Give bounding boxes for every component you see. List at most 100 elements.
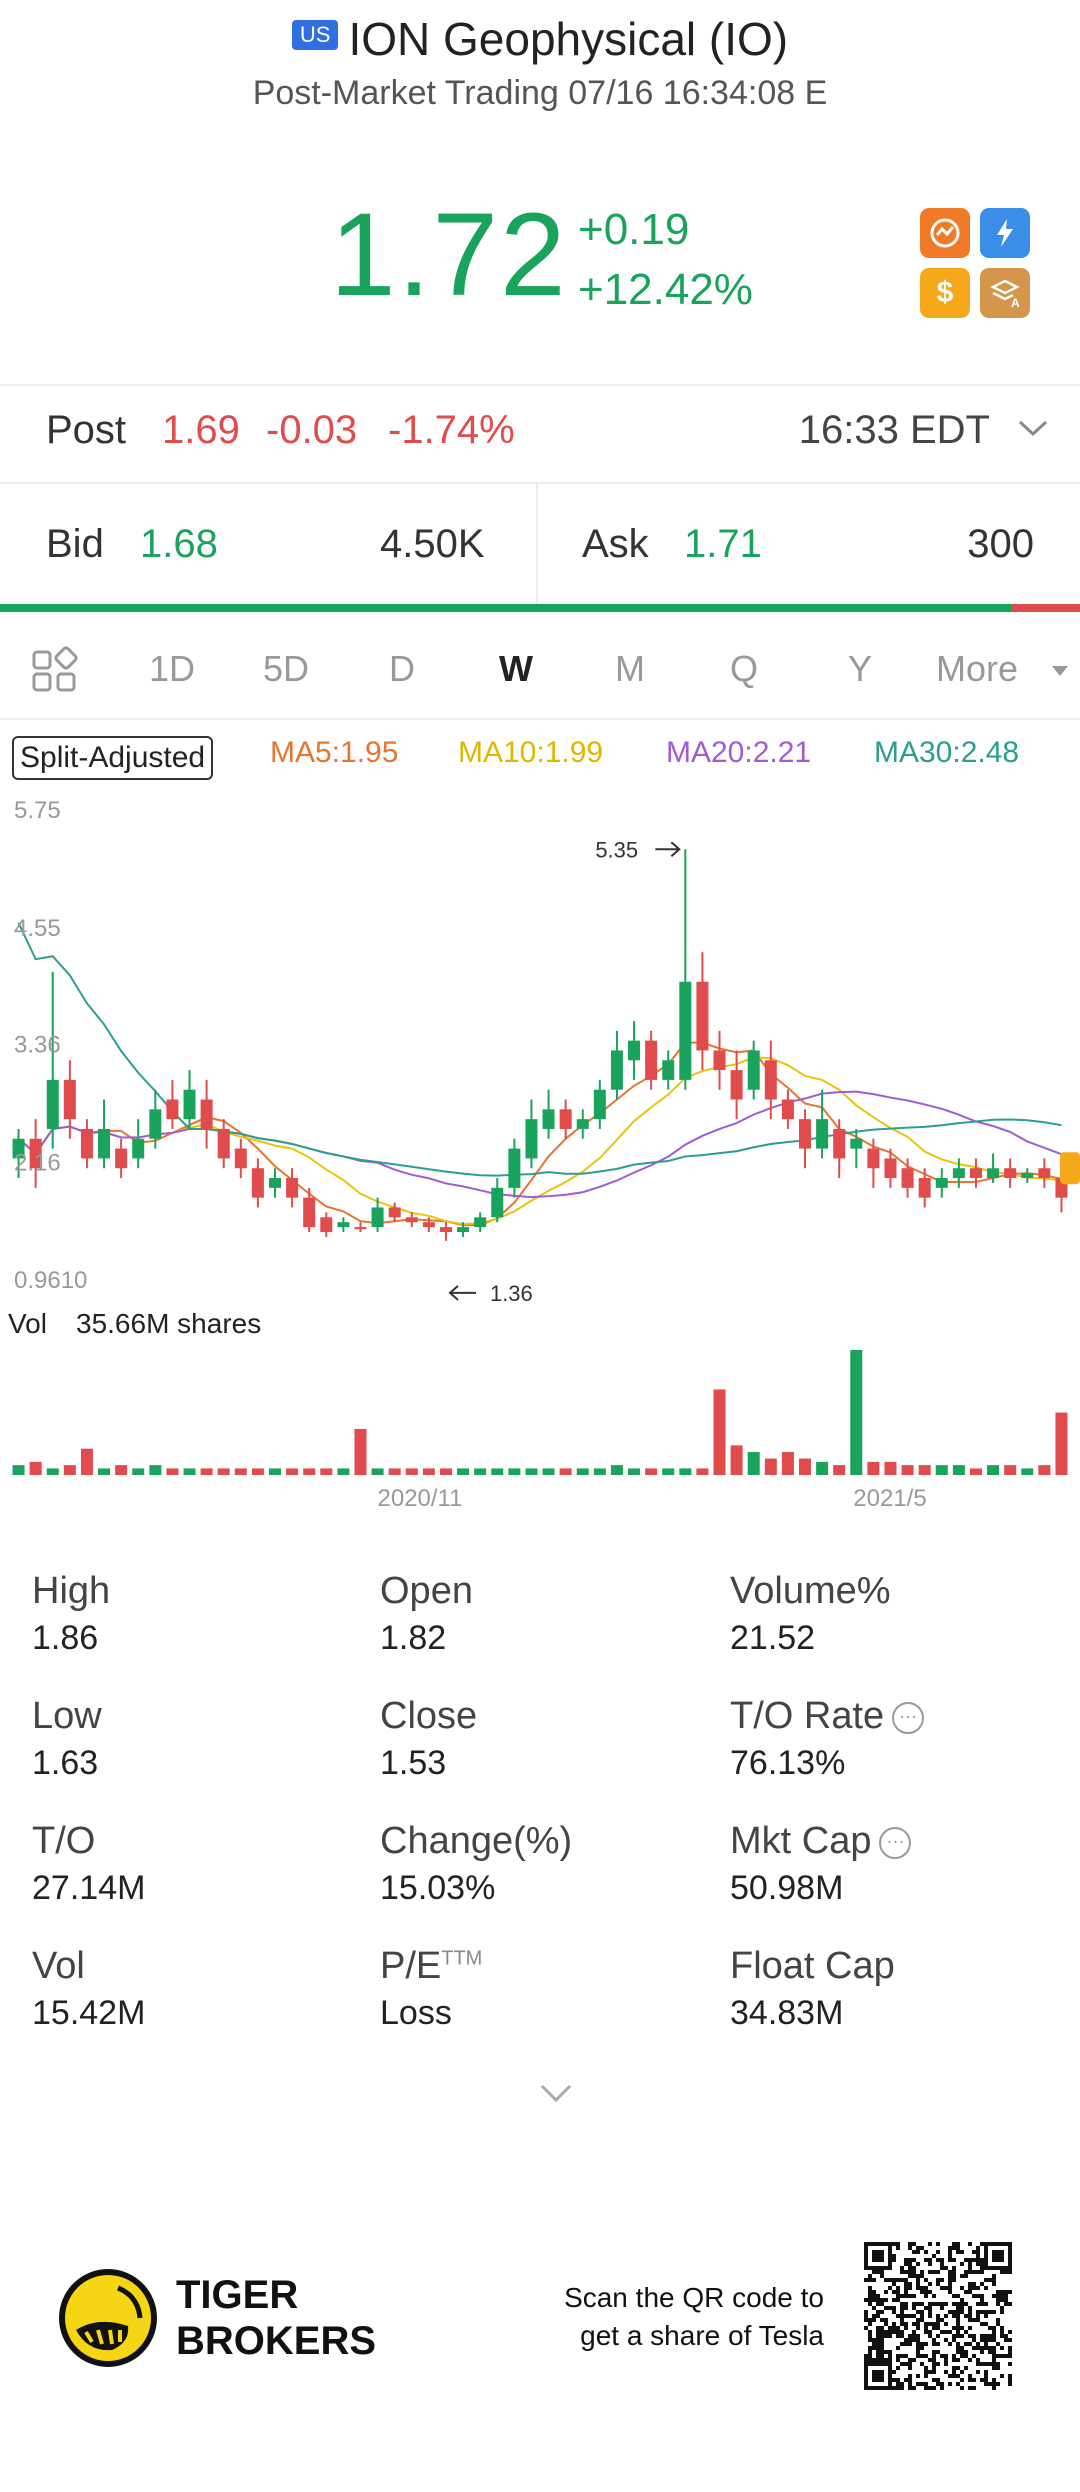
stat-mkt-cap: Mkt Cap ··· 50.98M [730,1820,912,1908]
stat-change-: Change(%) 15.03% [380,1820,572,1908]
stat-open: Open 1.82 [380,1570,473,1658]
y-tick-label: 0.9610 [14,1267,87,1294]
volume-bar [730,1445,743,1475]
x-tick-label: 2020/11 [378,1485,463,1510]
volume-bar [63,1465,76,1475]
stat-p-e: P/ETTM Loss [380,1945,482,2033]
hot-stock-icon[interactable] [920,208,970,258]
candle-body [1038,1168,1051,1179]
tab-w[interactable]: W [499,648,533,689]
low-marker-label: 1.36 [490,1281,533,1306]
candle-body [610,1050,623,1090]
volume-bar [80,1448,93,1475]
qr-text-line2: get a share of Tesla [580,2320,824,2351]
stat-value: 21.52 [730,1619,816,1657]
stat-value: 15.42M [32,1994,146,2032]
tab-more[interactable]: More [935,648,1019,689]
last-price: 1.72 [330,189,568,321]
stat-label: Float Cap [730,1945,895,1987]
high-marker-label: 5.35 [595,837,638,862]
candle-body [269,1178,281,1188]
candlestick-chart[interactable]: 5.75 4.55 3.36 2.16 0.9610 5.35 1.36 2020/11 2… [0,790,1080,1510]
candle-body [696,981,709,1051]
split-adjusted-button[interactable]: Split-Adjusted [12,736,214,780]
volume-bar [747,1451,760,1475]
tab-1d[interactable]: 1D [148,648,196,689]
candle-body [491,1187,504,1218]
candle-body [337,1222,350,1228]
tab-5d[interactable]: 5D [262,648,310,689]
volume-bar [593,1468,606,1475]
stat-label: Change(%) [380,1820,573,1862]
low-marker-arrow [448,1285,476,1301]
volume-bar [645,1468,658,1475]
volume-bar [833,1465,846,1475]
candle-body [525,1119,538,1159]
candle-body [98,1128,111,1159]
volume-bar [388,1468,401,1475]
volume-bar [935,1465,948,1475]
stat-t-o-rate: T/O Rate ··· 76.13% [730,1695,925,1783]
stat-label: Volume% [730,1570,891,1612]
volume-bar [781,1451,794,1475]
stat-value: 1.82 [380,1619,447,1657]
ask-size: 300 [967,522,1034,566]
stat-close: Close 1.53 [380,1695,477,1783]
expand-chevron-icon[interactable] [536,2080,576,2111]
layers-a-icon[interactable]: A [980,268,1030,318]
tiger-logo [58,2268,158,2373]
candle-body [816,1119,829,1149]
level1-lightning-icon[interactable] [980,208,1030,258]
brand-line1: TIGER [176,2273,299,2317]
post-time: 16:33 EDT [798,408,990,452]
candle-body [166,1099,179,1120]
chevron-down-icon[interactable] [1016,416,1050,445]
candle-body [969,1168,982,1179]
stat-low: Low 1.63 [32,1695,102,1783]
y-tick-label: 5.75 [14,797,61,824]
candle-body [713,1050,726,1071]
volume-bar [799,1458,811,1475]
tab-y[interactable]: Y [847,648,872,689]
volume-bar [457,1468,470,1475]
volume-bar [98,1468,111,1475]
candle-body [833,1128,846,1159]
candle-body [730,1070,743,1100]
candle-body [679,981,692,1080]
tab-q[interactable]: Q [729,648,758,689]
stat-value: 1.86 [32,1619,99,1657]
info-icon[interactable]: ··· [879,1826,912,1859]
price-change-percent: +12.42% [578,265,753,314]
candle-body [132,1138,145,1159]
tab-m[interactable]: M [615,648,645,689]
stat-label: Close [380,1695,478,1737]
bid-price: 1.68 [140,522,218,566]
info-icon[interactable]: ··· [892,1701,925,1734]
stat-label: Low [32,1695,102,1737]
candle-body [388,1207,401,1218]
stats-grid: High 1.86 Open 1.82 Volume% 21.52 Low 1.63 Close… [0,1570,1080,2050]
candle-body [559,1109,572,1129]
volume-bar [610,1465,623,1475]
chart-layout-icon[interactable] [30,646,78,699]
candle-body [508,1148,521,1188]
volume-bar [987,1465,1000,1475]
volume-bar [29,1461,42,1475]
post-label: Post [46,408,127,452]
caret-down-icon[interactable] [1050,664,1070,683]
volume-label: Vol [8,1308,47,1339]
candle-body [303,1197,316,1228]
period-tabs: 1D 5D D W M Q Y More [0,630,1080,716]
volume-bar [867,1461,880,1475]
volume-bar [422,1468,435,1475]
bid-ask-row: Bid 1.68 4.50K Ask 1.71 300 [0,484,1080,604]
tab-d[interactable]: D [389,648,415,689]
volume-bar [850,1350,863,1475]
bid-size: 4.50K [380,522,485,566]
volume-bar [901,1465,914,1475]
post-market-row[interactable]: Post 1.69 -0.03 -1.74% 16:33 EDT [0,386,1080,482]
dollar-icon[interactable]: $ [920,268,970,318]
volume-bar [217,1468,230,1475]
stock-title: US ION Geophysical (IO) [0,10,1080,68]
candle-body [1021,1173,1034,1179]
